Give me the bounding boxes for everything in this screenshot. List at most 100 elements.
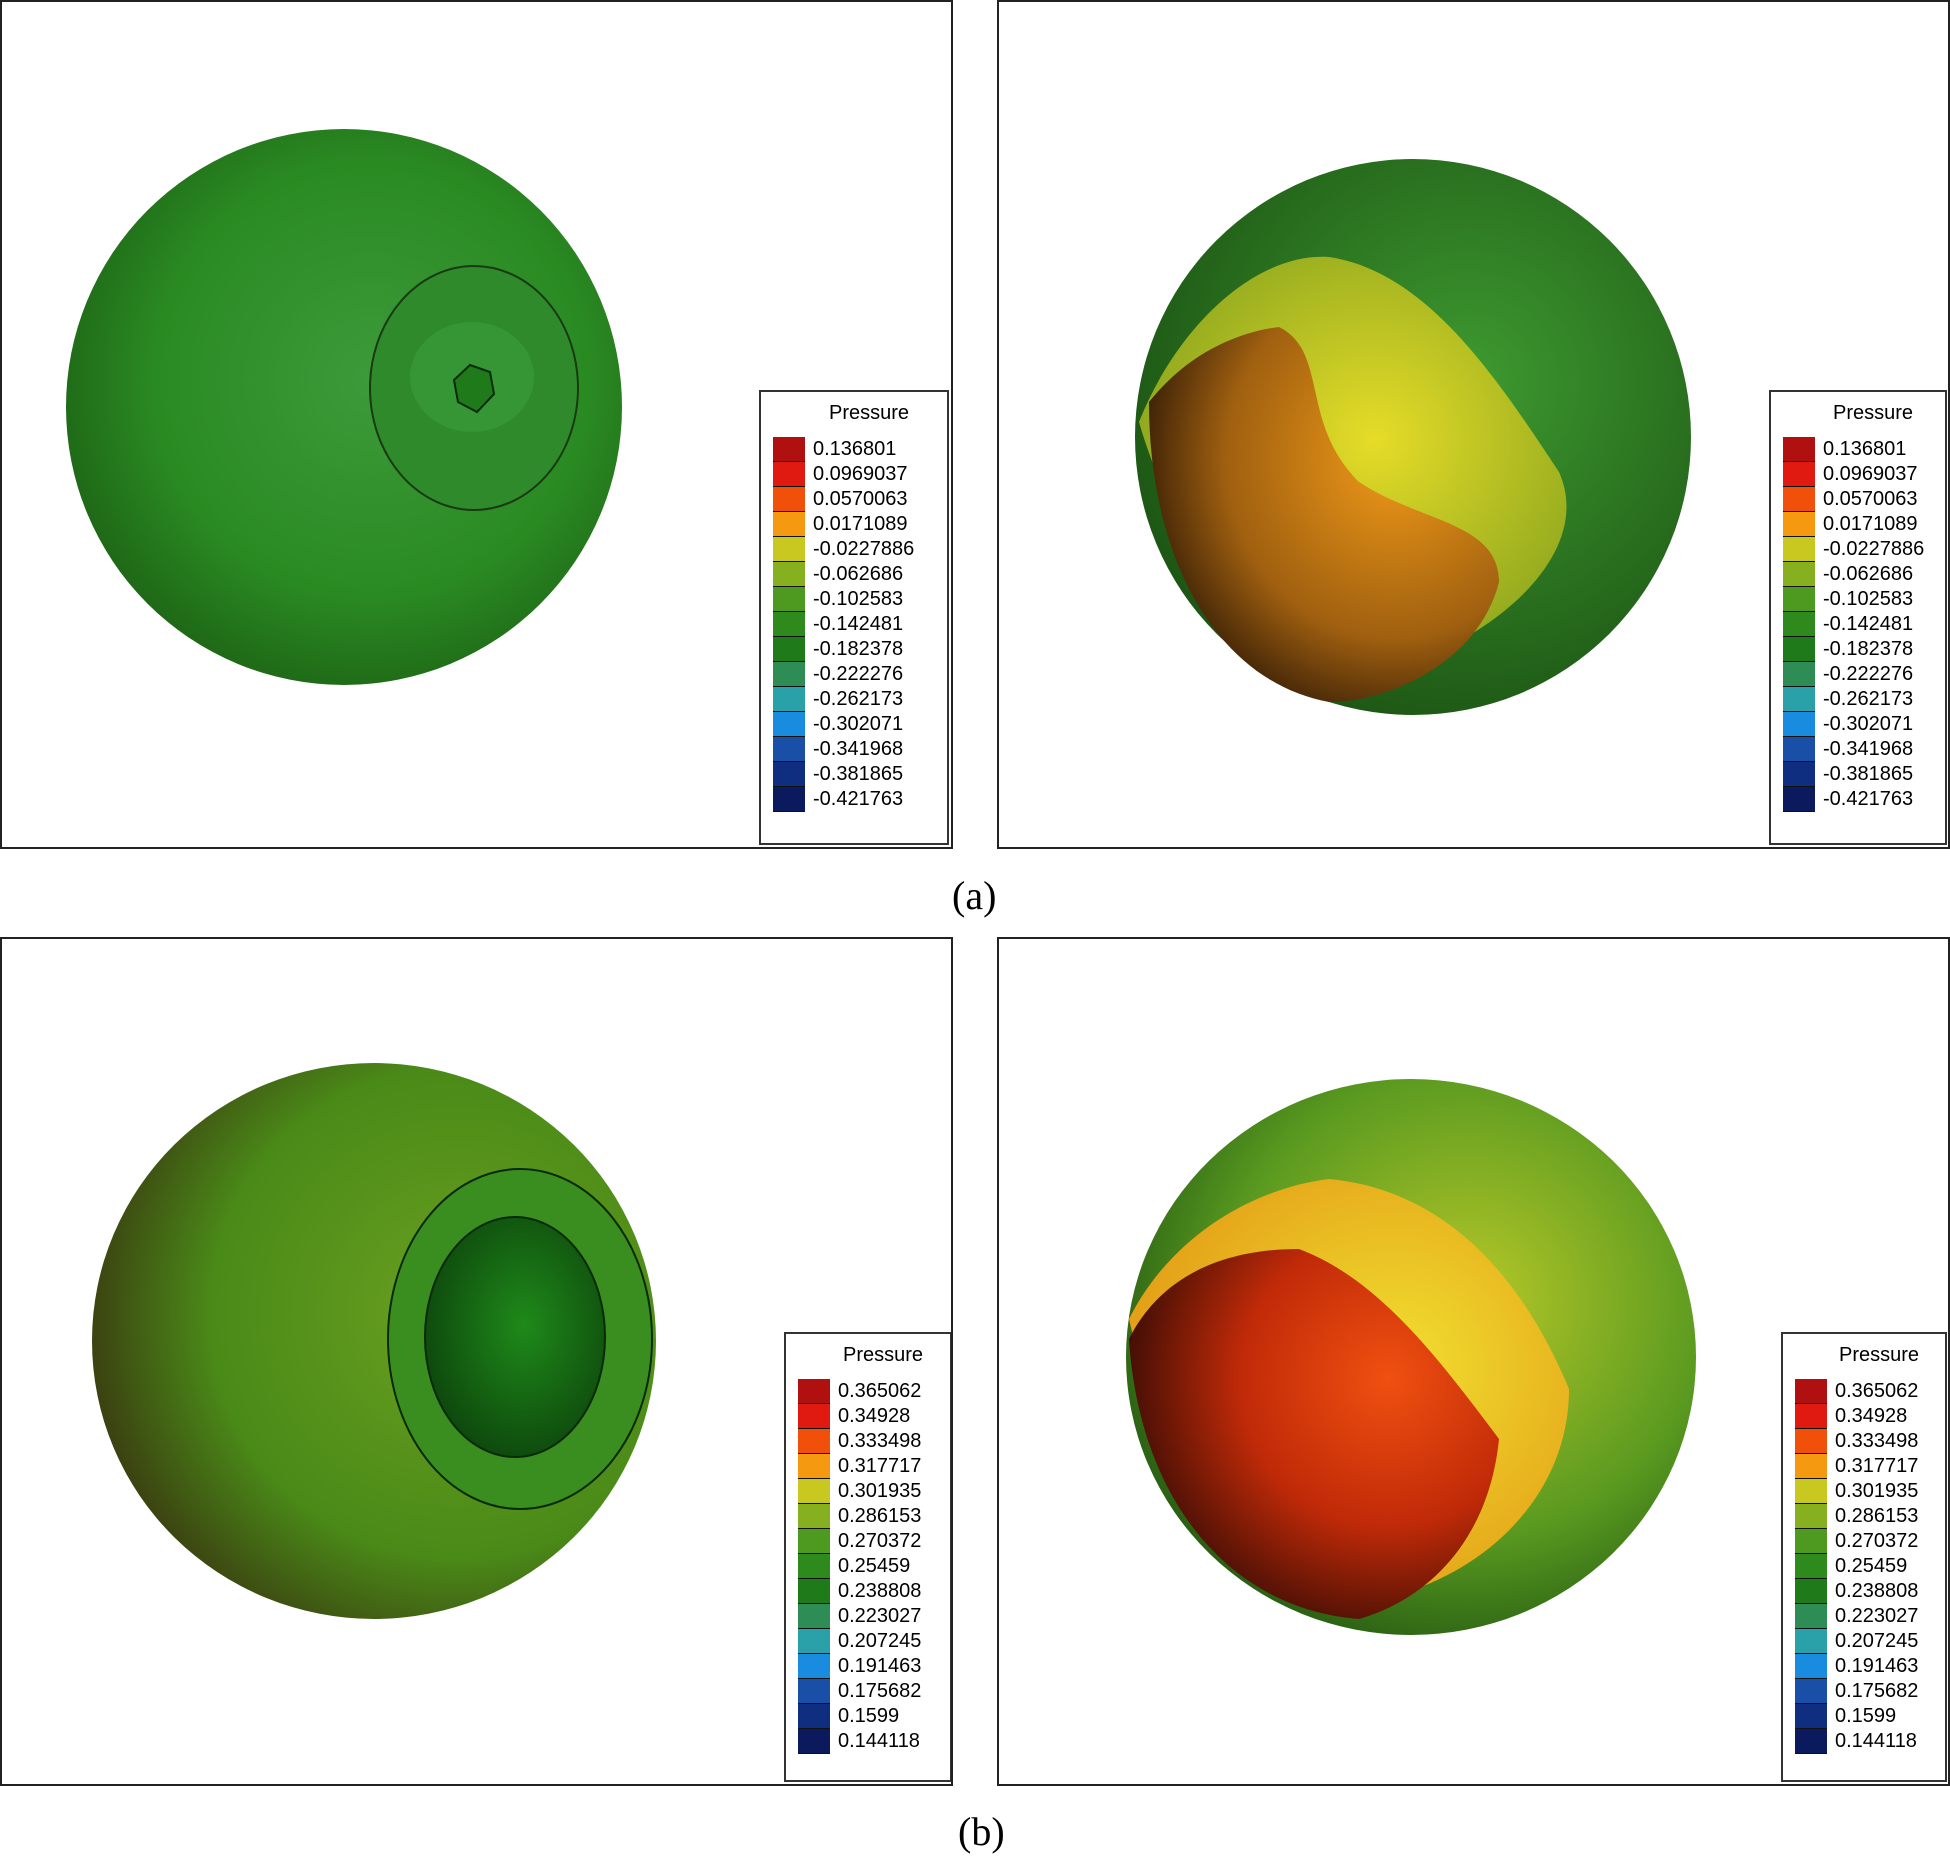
legend-value-11: 0.207245 xyxy=(838,1630,922,1652)
legend-value-5: -0.0227886 xyxy=(1823,538,1925,560)
legend-value-14: -0.381865 xyxy=(813,763,904,785)
legend-value-6: 0.286153 xyxy=(838,1505,922,1527)
legend-value-1: 0.136801 xyxy=(1823,438,1907,460)
legend-a-front: Pressure 0.136801 0.0969037 0.0570063 0.… xyxy=(759,390,949,845)
legend-value-13: 0.175682 xyxy=(1835,1680,1919,1702)
legend-value-12: -0.302071 xyxy=(1823,713,1914,735)
legend-swatch-5 xyxy=(1795,1479,1827,1504)
legend-value-1: 0.365062 xyxy=(1835,1380,1919,1402)
legend-value-3: 0.333498 xyxy=(1835,1430,1919,1452)
legend-swatch-5 xyxy=(798,1479,830,1504)
legend-value-11: -0.262173 xyxy=(813,688,904,710)
legend-value-8: 0.25459 xyxy=(838,1555,911,1577)
legend-swatch-4 xyxy=(798,1454,830,1479)
legend-swatch-1 xyxy=(1783,437,1815,462)
legend-swatch-10 xyxy=(1783,662,1815,687)
legend-swatch-9 xyxy=(1795,1579,1827,1604)
legend-swatch-3 xyxy=(798,1429,830,1454)
legend-value-7: 0.270372 xyxy=(1835,1530,1919,1552)
legend-value-1: 0.136801 xyxy=(813,438,897,460)
legend-value-4: 0.317717 xyxy=(838,1455,922,1477)
legend-value-7: 0.270372 xyxy=(838,1530,922,1552)
legend-swatch-12 xyxy=(1795,1654,1827,1679)
legend-value-2: 0.34928 xyxy=(838,1405,911,1427)
legend-value-12: 0.191463 xyxy=(838,1655,922,1677)
sphere-a-front xyxy=(66,129,622,685)
legend-value-9: -0.182378 xyxy=(1823,638,1914,660)
legend-title: Pressure xyxy=(1838,1344,1920,1366)
legend-value-12: 0.191463 xyxy=(1835,1655,1919,1677)
legend-swatch-3 xyxy=(773,487,805,512)
legend-swatch-15 xyxy=(798,1729,830,1754)
legend-swatch-4 xyxy=(1795,1454,1827,1479)
legend-value-11: 0.207245 xyxy=(1835,1630,1919,1652)
legend-swatch-12 xyxy=(798,1654,830,1679)
legend-swatch-14 xyxy=(773,762,805,787)
legend-value-2: 0.34928 xyxy=(1835,1405,1908,1427)
legend-swatch-7 xyxy=(773,587,805,612)
legend-title: Pressure xyxy=(1832,402,1914,424)
legend-swatch-7 xyxy=(1783,587,1815,612)
legend-value-4: 0.0171089 xyxy=(813,513,908,535)
legend-value-15: 0.144118 xyxy=(1835,1730,1917,1752)
legend-swatch-15 xyxy=(1795,1729,1827,1754)
legend-swatch-2 xyxy=(1795,1404,1827,1429)
legend-swatch-1 xyxy=(773,437,805,462)
legend-swatch-8 xyxy=(1795,1554,1827,1579)
legend-value-3: 0.0570063 xyxy=(813,488,908,510)
legend-value-5: -0.0227886 xyxy=(813,538,915,560)
legend-swatch-12 xyxy=(773,712,805,737)
legend-value-10: 0.223027 xyxy=(838,1605,922,1627)
legend-swatch-7 xyxy=(1795,1529,1827,1554)
legend-swatch-1 xyxy=(798,1379,830,1404)
legend-value-6: -0.062686 xyxy=(1823,563,1914,585)
legend-swatch-11 xyxy=(1795,1629,1827,1654)
legend-value-15: -0.421763 xyxy=(1823,788,1914,810)
legend-swatch-6 xyxy=(773,562,805,587)
legend-value-12: -0.302071 xyxy=(813,713,904,735)
sphere-b-side xyxy=(1126,1079,1696,1635)
legend-swatch-11 xyxy=(773,687,805,712)
contour-red xyxy=(1129,1249,1499,1619)
legend-swatch-15 xyxy=(1783,787,1815,812)
caption-a: (a) xyxy=(952,873,997,918)
legend-value-8: -0.142481 xyxy=(813,613,904,635)
legend-value-3: 0.0570063 xyxy=(1823,488,1918,510)
legend-swatch-14 xyxy=(1783,762,1815,787)
legend-value-9: 0.238808 xyxy=(838,1580,922,1602)
legend-value-1: 0.365062 xyxy=(838,1380,922,1402)
contour-core xyxy=(452,363,496,414)
legend-title: Pressure xyxy=(828,402,910,424)
legend-swatch-3 xyxy=(1795,1429,1827,1454)
contour-orange xyxy=(1149,327,1499,702)
panel-b-front-view: Pressure 0.365062 0.34928 0.333498 0.317… xyxy=(0,937,953,1786)
legend-swatch-8 xyxy=(1783,612,1815,637)
legend-swatch-14 xyxy=(1795,1704,1827,1729)
legend-value-14: 0.1599 xyxy=(1835,1705,1897,1727)
legend-swatch-5 xyxy=(1783,537,1815,562)
legend-swatch-13 xyxy=(773,737,805,762)
legend-title: Pressure xyxy=(842,1344,924,1366)
legend-value-15: -0.421763 xyxy=(813,788,904,810)
legend-swatch-13 xyxy=(1783,737,1815,762)
legend-value-15: 0.144118 xyxy=(838,1730,920,1752)
legend-swatch-5 xyxy=(773,537,805,562)
panel-a-side-view: Pressure 0.136801 0.0969037 0.0570063 0.… xyxy=(997,0,1950,849)
legend-swatch-12 xyxy=(1783,712,1815,737)
legend-a-side: Pressure 0.136801 0.0969037 0.0570063 0.… xyxy=(1769,390,1947,845)
legend-swatch-1 xyxy=(1795,1379,1827,1404)
legend-swatch-6 xyxy=(798,1504,830,1529)
legend-value-13: 0.175682 xyxy=(838,1680,922,1702)
legend-swatch-9 xyxy=(1783,637,1815,662)
legend-value-10: 0.223027 xyxy=(1835,1605,1919,1627)
legend-value-7: -0.102583 xyxy=(1823,588,1914,610)
legend-value-4: 0.0171089 xyxy=(1823,513,1918,535)
legend-swatch-10 xyxy=(773,662,805,687)
legend-value-6: 0.286153 xyxy=(1835,1505,1919,1527)
legend-swatch-4 xyxy=(1783,512,1815,537)
sphere-b-front xyxy=(92,1063,656,1619)
legend-swatch-6 xyxy=(1783,562,1815,587)
legend-value-8: -0.142481 xyxy=(1823,613,1914,635)
legend-swatch-9 xyxy=(773,637,805,662)
legend-b-side: Pressure 0.365062 0.34928 0.333498 0.317… xyxy=(1781,1332,1947,1782)
